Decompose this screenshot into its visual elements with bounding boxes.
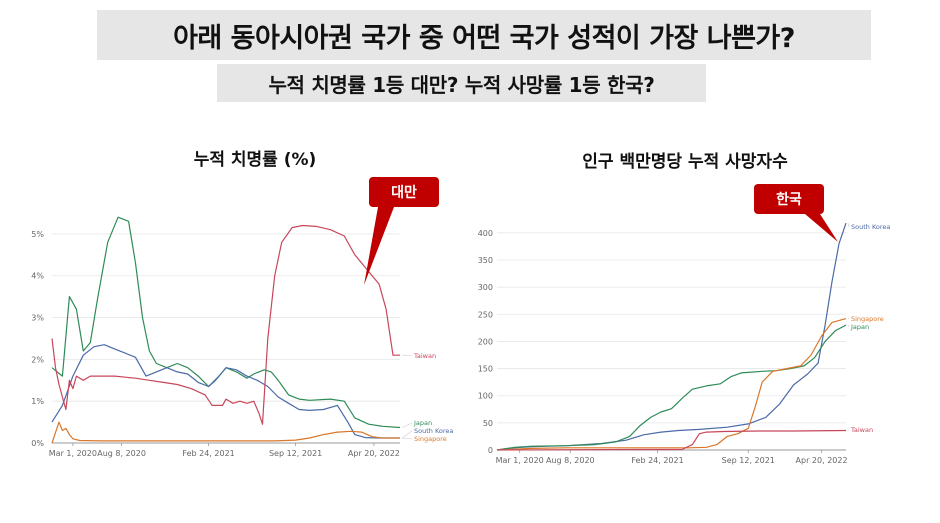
y-tick-label: 200: [478, 337, 493, 346]
y-tick-label: 0%: [31, 439, 44, 448]
series-line-japan: [51, 216, 401, 429]
y-tick-label: 1%: [31, 397, 44, 406]
callout-box: [369, 177, 439, 207]
series-label: South Korea: [851, 223, 890, 231]
y-tick-label: 2%: [31, 355, 44, 364]
series-label: South Korea: [414, 427, 453, 435]
y-tick-label: 250: [478, 310, 493, 319]
series-label-leader: [401, 437, 413, 440]
x-tick-label: Apr 20, 2022: [348, 449, 400, 458]
y-tick-label: 4%: [31, 272, 44, 281]
series-label-leader: [401, 430, 413, 439]
series-label-leader: [401, 354, 413, 357]
series-line-taiwan: [51, 224, 400, 425]
series-line-singapore: [496, 318, 847, 451]
y-tick-label: 350: [478, 256, 493, 265]
callout-box: [754, 184, 824, 214]
x-tick-label: Sep 12, 2021: [269, 449, 322, 458]
series-line-south-korea: [496, 222, 847, 451]
series-label-leader: [401, 422, 413, 428]
series-label-leader: [847, 325, 850, 328]
callout-pointer: [805, 214, 838, 242]
y-tick-label: 400: [478, 229, 493, 238]
x-tick-label: Feb 24, 2021: [182, 449, 234, 458]
y-tick-label: 100: [478, 392, 493, 401]
y-tick-label: 3%: [31, 314, 44, 323]
y-tick-label: 300: [478, 283, 493, 292]
series-line-singapore: [51, 421, 400, 444]
subtitle: 누적 치명률 1등 대만? 누적 사망률 1등 한국?: [268, 72, 655, 97]
left-chart-title: 누적 치명률 (%): [193, 150, 317, 170]
y-tick-label: 5%: [31, 230, 44, 239]
series-label: Singapore: [851, 315, 884, 323]
callout-label: 한국: [776, 192, 802, 208]
series-label-leader: [847, 223, 850, 228]
series-label: Taiwan: [413, 352, 436, 360]
series-label: Japan: [850, 323, 869, 331]
right-chart-title: 인구 백만명당 누적 사망자수: [582, 152, 788, 172]
main-title: 아래 동아시아권 국가 중 어떤 국가 성적이 가장 나쁜가?: [173, 22, 795, 54]
x-tick-label: Sep 12, 2021: [722, 456, 775, 465]
subtitle-box: 누적 치명률 1등 대만? 누적 사망률 1등 한국?: [217, 64, 706, 102]
series-line-taiwan: [496, 429, 847, 451]
callout-label: 대만: [391, 185, 417, 201]
x-tick-label: Mar 1, 2020: [49, 449, 97, 458]
y-tick-label: 0: [488, 446, 493, 455]
main-title-box: 아래 동아시아권 국가 중 어떤 국가 성적이 가장 나쁜가?: [97, 10, 871, 60]
x-tick-label: Aug 8, 2020: [546, 456, 595, 465]
x-tick-label: Feb 24, 2021: [631, 456, 683, 465]
x-tick-label: Mar 1, 2020: [496, 456, 544, 465]
series-line-japan: [496, 324, 847, 451]
callout-pointer: [364, 207, 394, 285]
y-tick-label: 50: [483, 419, 493, 428]
x-tick-label: Aug 8, 2020: [97, 449, 146, 458]
y-tick-label: 150: [478, 365, 493, 374]
series-label: Taiwan: [850, 426, 873, 434]
series-line-south-korea: [51, 344, 400, 439]
series-label: Japan: [413, 419, 432, 427]
x-tick-label: Apr 20, 2022: [796, 456, 848, 465]
series-label: Singapore: [414, 435, 447, 443]
